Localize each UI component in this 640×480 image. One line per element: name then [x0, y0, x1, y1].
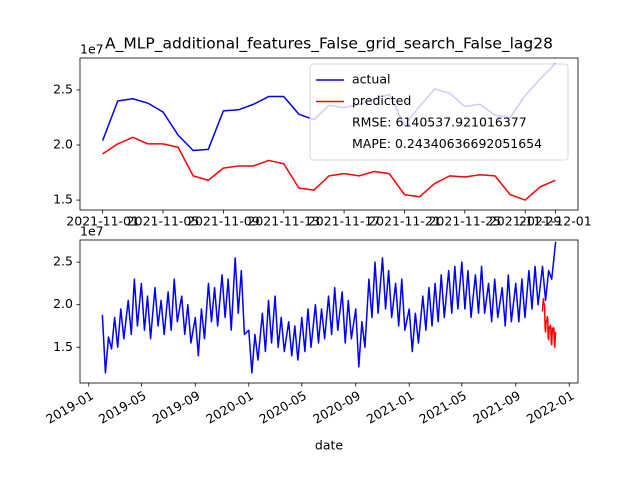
x-tick-label: 2021-11-29	[489, 214, 562, 229]
x-tick-label: 2021-12-01	[519, 214, 592, 229]
legend-box	[309, 63, 569, 161]
data-line	[541, 297, 557, 348]
y-tick-label: 2.0	[53, 137, 73, 152]
plot-area	[101, 241, 557, 374]
x-tick-label: 2021-11-25	[428, 214, 501, 229]
legend-note: MAPE: 0.24340636692051654	[352, 136, 542, 151]
axes-frame	[79, 239, 579, 384]
x-axis-label: date	[315, 438, 343, 453]
axes-frame	[79, 57, 579, 211]
x-tick-label: 2021-11-17	[308, 214, 381, 229]
x-tick-label: 2021-11-13	[247, 214, 320, 229]
legend-label: predicted	[352, 93, 411, 108]
y-tick-label: 2.5	[53, 81, 73, 96]
legend-note: RMSE: 6140537.921016377	[352, 115, 527, 130]
y-tick-label: 1.5	[53, 192, 73, 207]
offset-text: 1e7	[80, 42, 104, 57]
y-tick-label: 2.0	[53, 296, 73, 311]
x-tick-label: 2021-11-21	[368, 214, 441, 229]
data-line	[101, 241, 557, 374]
y-tick-label: 1.5	[53, 339, 73, 354]
y-tick-label: 2.5	[53, 254, 73, 269]
chart-title: A_MLP_additional_features_False_grid_sea…	[105, 35, 553, 54]
x-tick-label: 2021-11-09	[187, 214, 260, 229]
legend-label: actual	[352, 72, 391, 87]
x-tick-label: 2021-11-05	[127, 214, 200, 229]
offset-text: 1e7	[80, 224, 104, 239]
x-tick-label: 2021-11-01	[66, 214, 139, 229]
data-line	[102, 136, 556, 201]
